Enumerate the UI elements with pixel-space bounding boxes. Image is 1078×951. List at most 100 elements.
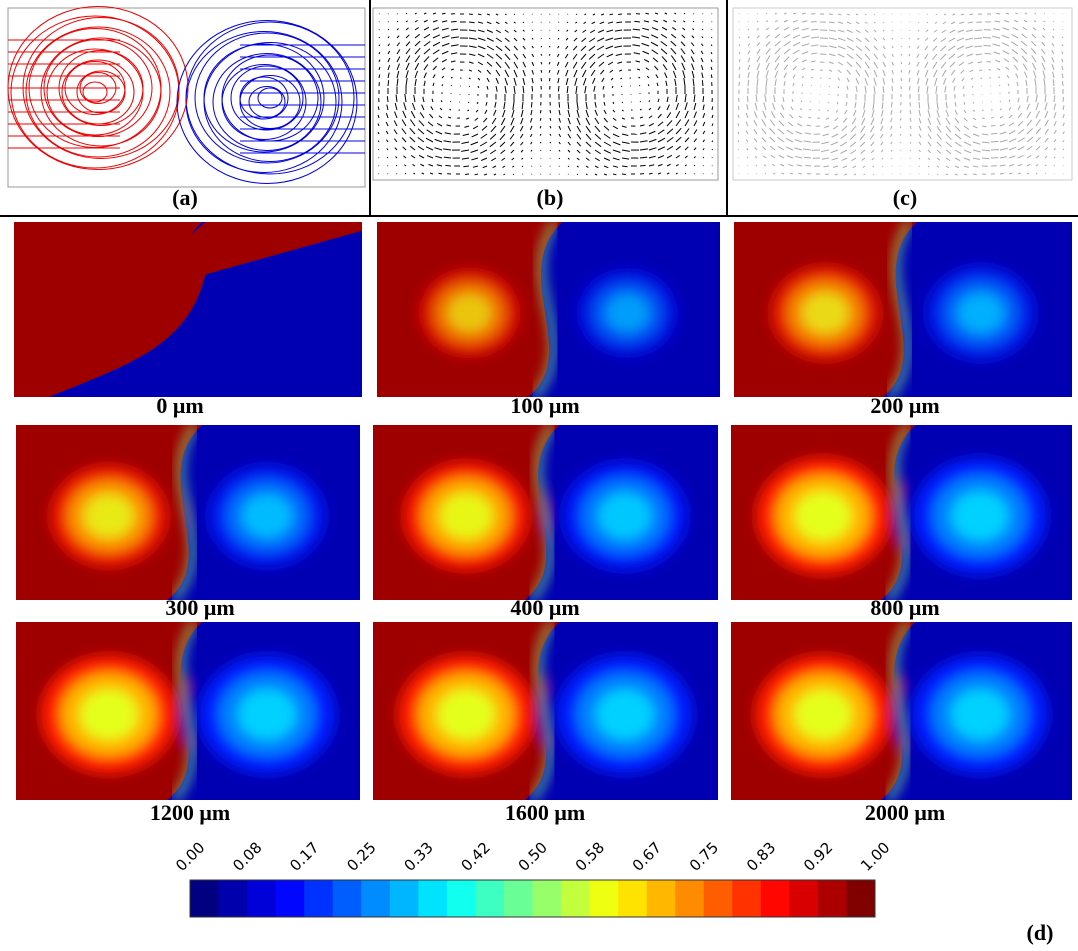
arrow [613,102,614,104]
arrow [379,60,380,62]
arrow [782,173,784,174]
arrow [927,86,928,94]
arrow [919,158,920,159]
arrow [1063,106,1064,110]
arrow [703,113,705,118]
contour-band [957,293,1004,334]
arrow [1043,28,1045,30]
arrow [856,78,859,84]
arrow [909,30,910,31]
arrow [442,51,448,54]
arrow [847,78,849,82]
arrow [847,22,851,24]
arrow [778,129,784,134]
arrow [532,38,533,39]
arrow [987,61,991,62]
arrow [852,118,856,124]
arrow [881,126,883,131]
arrow [691,43,694,46]
arrow [567,30,568,31]
arrow [540,150,541,151]
arrow [487,54,493,58]
arrow [604,142,611,146]
arrow [983,37,991,38]
arrow [448,117,451,118]
arrow [379,52,380,54]
arrow [512,158,514,160]
arrow [872,158,874,160]
arrow [712,106,713,110]
arrow [684,13,685,14]
arrow [1034,21,1036,22]
arrow [917,70,919,75]
arrow [491,158,496,161]
arrow [582,38,586,42]
arrow [666,81,667,86]
arrow [496,70,500,76]
arrow [496,62,501,68]
arrow [566,46,568,49]
arrow [1045,147,1048,150]
arrow [436,131,442,134]
arrow [691,56,694,62]
arrow [871,142,874,146]
arrow [1062,74,1063,78]
arrow [900,118,901,121]
arrow [928,134,931,139]
arrow [589,38,595,42]
arrow [471,158,478,160]
arrow [438,173,442,174]
arrow [961,70,964,73]
arrow [966,46,973,48]
arrow [829,62,834,64]
arrow [782,105,784,110]
arrow [379,74,380,78]
arrow [964,142,971,145]
panel-label: (c) [893,185,917,210]
arrow [406,70,408,78]
arrow [595,126,600,132]
arrow [811,53,817,54]
arrow [973,166,978,167]
arrow [918,38,919,40]
arrow [1045,156,1047,158]
arrow [693,21,694,22]
arrow [738,132,739,134]
arrow [757,35,759,38]
arrow [478,14,481,15]
arrow [583,30,586,32]
contour-band [80,689,138,740]
arrow [910,134,911,136]
arrow [1009,131,1015,134]
arrow [754,129,757,134]
arrow [959,22,964,24]
arrow [766,63,769,70]
arrow [936,86,937,94]
arrow [419,120,424,126]
arrow [941,38,946,42]
arrow [532,86,533,92]
arrow [694,95,695,102]
arrow [503,166,505,168]
arrow [925,54,928,59]
arrow [838,78,840,80]
arrow [654,66,658,70]
arrow [702,29,703,30]
arrow [910,110,911,114]
arrow [786,138,793,142]
arrow [676,164,679,166]
arrow [559,150,560,151]
arrow [1063,132,1064,134]
arrow [803,141,811,142]
arrow [694,103,696,110]
arrow [973,142,980,144]
colorbar-tick-label: 0.25 [343,838,379,874]
colorbar-band [761,880,790,917]
arrow [784,41,790,46]
arrow [764,165,766,166]
arrow [422,173,424,174]
arrow [395,112,397,118]
arrow [784,81,785,86]
arrow [510,142,514,146]
arrow [674,13,676,14]
